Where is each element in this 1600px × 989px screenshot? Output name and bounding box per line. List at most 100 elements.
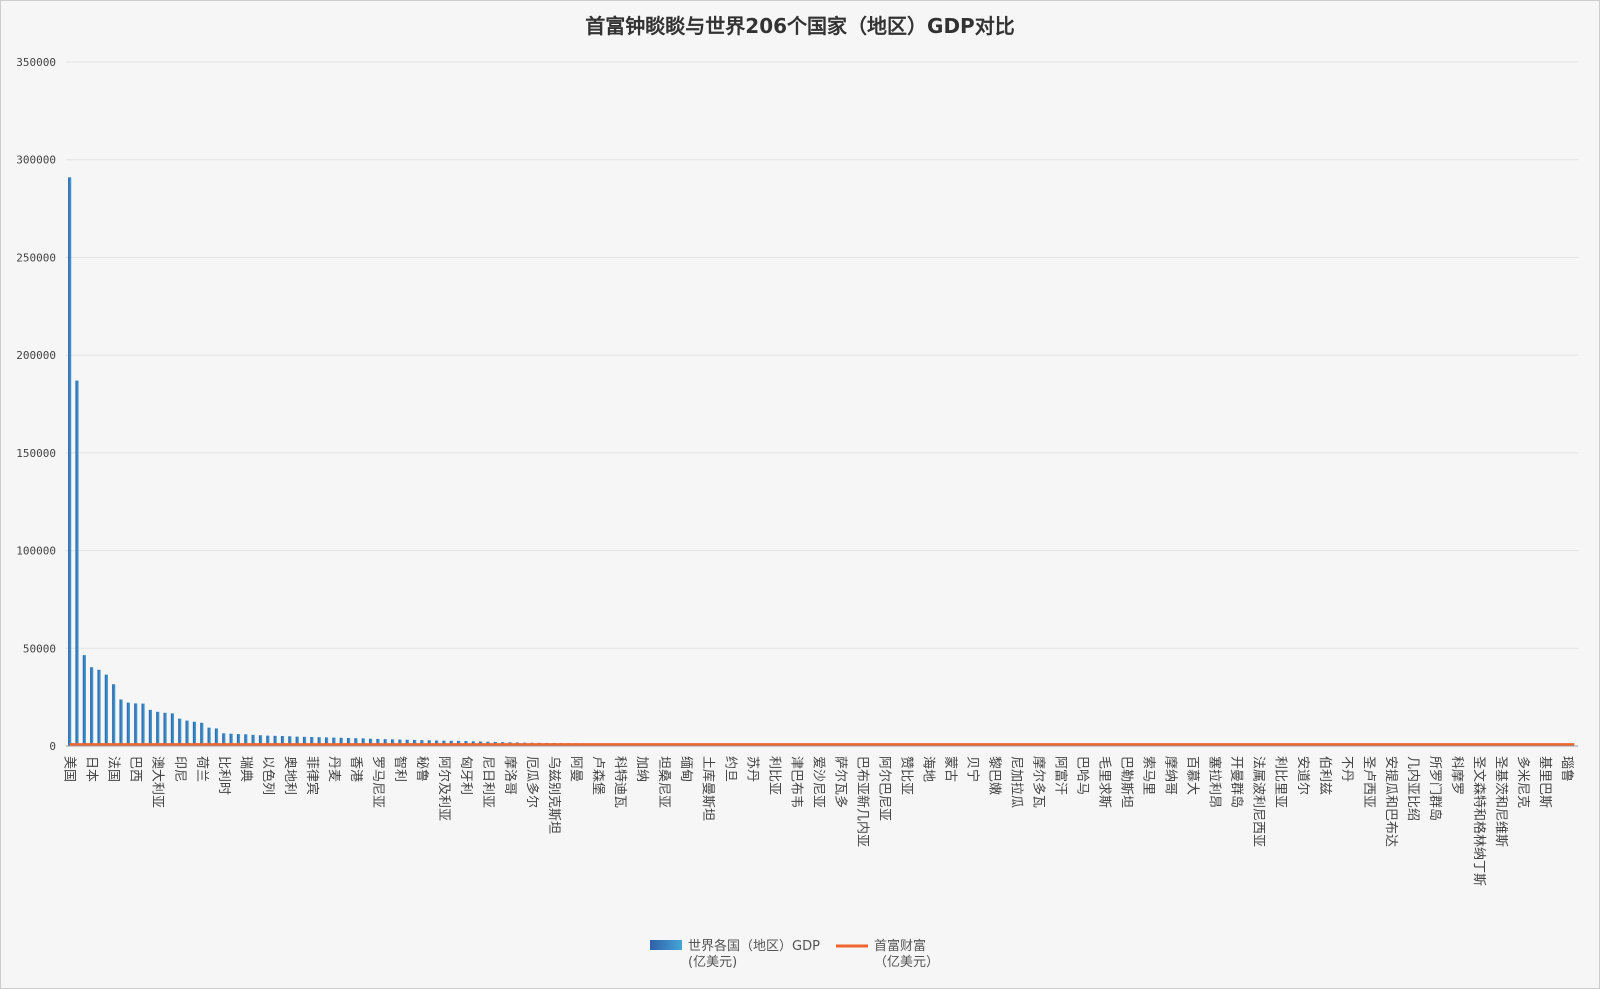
bar: [324, 737, 329, 746]
bar: [178, 718, 182, 746]
x-tick-label: 爱沙尼亚: [810, 756, 825, 808]
y-tick-label: 200000: [16, 349, 56, 362]
x-tick-label: 利比亚: [766, 756, 781, 795]
bar: [302, 736, 307, 746]
x-tick-label: 海地: [920, 756, 935, 782]
x-tick-label: 以色列: [260, 756, 276, 795]
x-tick-label: 黎巴嫩: [986, 756, 1001, 795]
bar: [251, 734, 255, 746]
x-tick-label: 巴西: [128, 756, 143, 782]
x-tick-label: 缅甸: [678, 756, 693, 782]
bar: [119, 699, 123, 746]
x-tick-label: 塞拉利昂: [1207, 756, 1223, 808]
x-tick-label: 澳大利亚: [150, 756, 166, 808]
bar: [68, 177, 72, 746]
y-tick-label: 350000: [16, 56, 56, 69]
y-tick-label: 300000: [16, 154, 56, 167]
bar: [310, 737, 314, 746]
x-tick-label: 印尼: [172, 756, 187, 782]
bar: [420, 740, 424, 746]
bar: [112, 684, 116, 746]
bar: [141, 703, 145, 746]
chart-title: 首富钟睒睒与世界206个国家（地区）GDP对比: [585, 14, 1014, 38]
bar: [413, 739, 417, 746]
bar: [273, 735, 277, 746]
x-tick-label: 巴布亚新几内亚: [854, 756, 870, 847]
bar: [288, 736, 292, 746]
x-tick-label: 瑙鲁: [1559, 756, 1574, 782]
bar: [398, 739, 402, 746]
bar: [82, 655, 86, 746]
x-tick-label: 约旦: [722, 756, 737, 782]
x-tick-label: 圣文森特和格林纳丁斯: [1471, 756, 1487, 886]
bar: [104, 674, 108, 746]
bar: [354, 738, 358, 746]
x-tick-label: 百慕大: [1185, 756, 1200, 795]
bar: [295, 736, 299, 746]
y-tick-label: 0: [49, 740, 56, 753]
legend-label: 首富财富（亿美元）: [874, 938, 939, 970]
x-tick-label: 伯利兹: [1317, 756, 1332, 795]
bar: [156, 711, 160, 746]
bar: [222, 733, 226, 746]
x-tick-label: 阿尔及利亚: [436, 756, 451, 821]
x-tick-label: 科摩罗: [1449, 756, 1465, 795]
bar: [192, 721, 197, 746]
legend-swatch: [650, 940, 682, 950]
bar: [163, 712, 167, 746]
bar: [200, 722, 204, 746]
bar: [266, 735, 270, 746]
bar: [339, 737, 343, 746]
x-tick-label: 瑞典: [238, 756, 253, 782]
bar: [346, 737, 351, 746]
bar: [90, 667, 94, 746]
x-tick-label: 美国: [62, 756, 77, 782]
x-tick-label: 津巴布韦: [788, 756, 803, 808]
x-tick-label: 阿曼: [568, 756, 583, 782]
x-tick-label: 安提瓜和巴布达: [1383, 756, 1399, 847]
x-tick-label: 土库曼斯坦: [700, 756, 716, 821]
x-tick-label: 乌兹别克斯坦: [546, 756, 562, 834]
x-tick-label: 坦桑尼亚: [656, 756, 671, 808]
x-tick-label: 摩尔多瓦: [1031, 756, 1047, 808]
bar: [258, 735, 263, 746]
x-tick-label: 毛里求斯: [1097, 756, 1112, 808]
bar: [207, 727, 211, 746]
x-tick-label: 罗马尼亚: [370, 756, 385, 808]
x-tick-label: 苏丹: [744, 756, 760, 782]
x-tick-label: 索马里: [1141, 756, 1156, 795]
x-tick-label: 萨尔瓦多: [832, 756, 848, 808]
x-tick-label: 法属波利尼西亚: [1251, 756, 1266, 847]
x-tick-label: 阿富汗: [1053, 756, 1069, 795]
x-tick-label: 尼日利亚: [480, 756, 495, 808]
x-tick-label: 利比里亚: [1273, 756, 1288, 808]
bar: [244, 734, 248, 746]
x-tick-label: 荷兰: [194, 756, 209, 782]
y-tick-label: 50000: [23, 642, 56, 655]
bar: [383, 739, 387, 746]
x-tick-label: 日本: [84, 756, 99, 782]
bar: [332, 737, 336, 746]
x-tick-label: 赞比亚: [898, 756, 913, 795]
x-tick-label: 摩洛哥: [502, 756, 518, 795]
bar: [280, 736, 285, 746]
x-tick-label: 菲律宾: [304, 756, 320, 795]
legend-label: 世界各国（地区）GDP (亿美元): [688, 938, 820, 970]
bar: [75, 380, 79, 746]
x-tick-label: 贝宁: [964, 756, 980, 782]
x-tick-label: 智利: [392, 756, 407, 782]
x-tick-label: 秘鲁: [414, 756, 429, 782]
x-tick-label: 所罗门群岛: [1427, 756, 1443, 821]
bar: [185, 720, 189, 746]
x-tick-label: 阿尔巴尼亚: [876, 756, 891, 821]
bar: [126, 702, 130, 746]
bar: [148, 709, 153, 746]
bar: [229, 733, 233, 746]
x-tick-label: 丹麦: [326, 756, 341, 782]
x-tick-label: 匈牙利: [458, 756, 473, 795]
x-tick-label: 巴哈马: [1075, 756, 1090, 795]
x-tick-label: 安道尔: [1295, 756, 1310, 795]
y-tick-label: 250000: [16, 251, 56, 264]
